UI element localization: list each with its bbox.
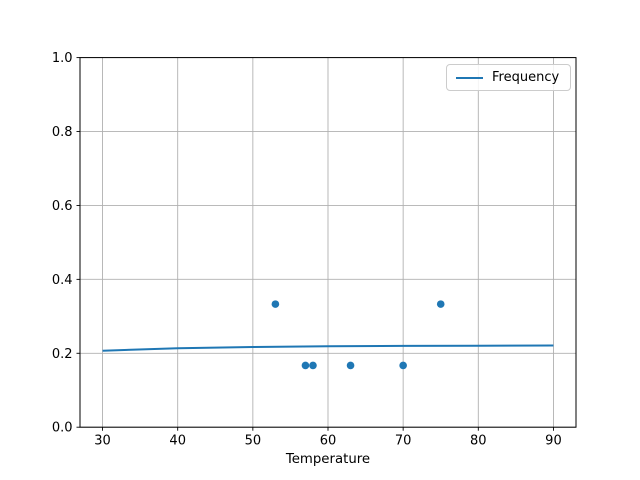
legend: Frequency xyxy=(446,64,571,91)
legend-line-sample xyxy=(456,76,483,79)
scatter-point xyxy=(346,361,355,370)
y-tick-label: 0.8 xyxy=(52,125,73,140)
x-tick-label: 40 xyxy=(169,434,186,449)
y-tick-label: 0.0 xyxy=(52,421,73,436)
frequency-line xyxy=(102,344,554,352)
scatter-point xyxy=(309,361,317,370)
x-tick-label: 30 xyxy=(94,434,111,449)
scatter-point xyxy=(301,361,310,370)
y-tick-label: 0.6 xyxy=(52,199,73,214)
y-tick-label: 0.4 xyxy=(52,273,73,288)
y-tick-label: 0.2 xyxy=(52,347,73,362)
scatter-point xyxy=(399,361,407,370)
x-tick-label: 50 xyxy=(245,434,262,449)
x-tick-label: 60 xyxy=(320,434,337,449)
x-tick-label: 80 xyxy=(470,434,487,449)
x-tick-label: 90 xyxy=(545,434,562,449)
scatter-point xyxy=(436,300,445,308)
x-axis-label: Temperature xyxy=(285,452,371,467)
x-tick-label: 70 xyxy=(395,434,412,449)
legend-label: Frequency xyxy=(492,70,560,85)
y-tick-label: 1.0 xyxy=(52,51,73,66)
scatter-point xyxy=(271,300,280,308)
